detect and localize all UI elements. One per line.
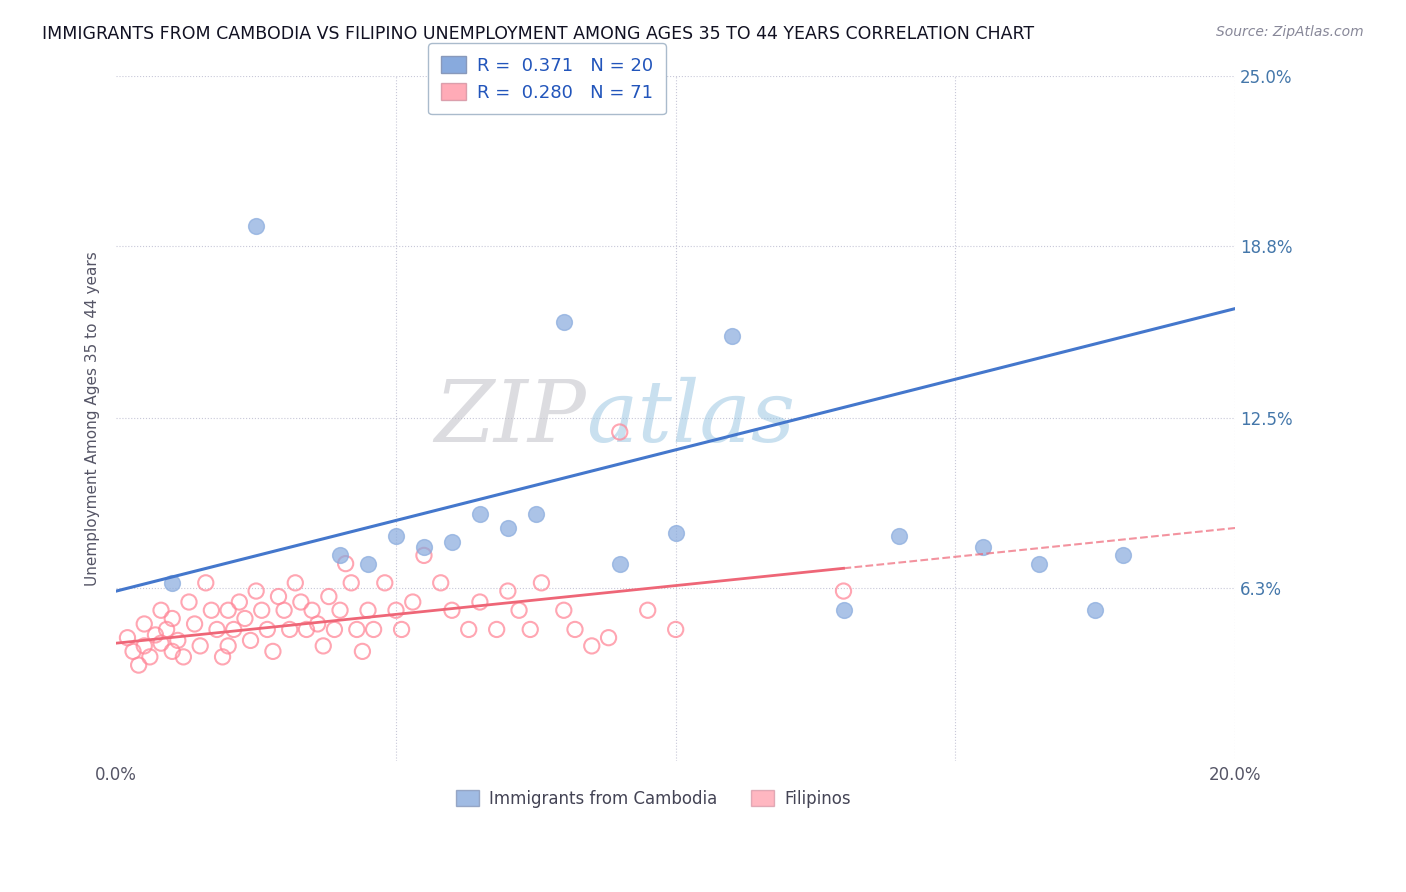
Point xyxy=(564,623,586,637)
Point xyxy=(278,623,301,637)
Point xyxy=(139,649,162,664)
Point xyxy=(363,623,385,637)
Point xyxy=(217,639,239,653)
Point xyxy=(335,557,357,571)
Point xyxy=(346,623,368,637)
Point xyxy=(457,623,479,637)
Point xyxy=(468,508,491,522)
Point xyxy=(553,603,575,617)
Point xyxy=(352,644,374,658)
Point xyxy=(581,639,603,653)
Text: atlas: atlas xyxy=(586,377,796,459)
Point xyxy=(128,658,150,673)
Point xyxy=(211,649,233,664)
Point xyxy=(117,631,139,645)
Point xyxy=(637,603,659,617)
Point xyxy=(267,590,290,604)
Point xyxy=(134,639,156,653)
Point xyxy=(301,603,323,617)
Point xyxy=(290,595,312,609)
Point xyxy=(1112,549,1135,563)
Point xyxy=(413,540,436,554)
Text: IMMIGRANTS FROM CAMBODIA VS FILIPINO UNEMPLOYMENT AMONG AGES 35 TO 44 YEARS CORR: IMMIGRANTS FROM CAMBODIA VS FILIPINO UNE… xyxy=(42,25,1035,43)
Point xyxy=(391,623,413,637)
Point xyxy=(273,603,295,617)
Point xyxy=(357,557,380,571)
Point xyxy=(468,595,491,609)
Point xyxy=(524,508,547,522)
Point xyxy=(284,575,307,590)
Point xyxy=(402,595,425,609)
Point xyxy=(262,644,284,658)
Point xyxy=(440,603,463,617)
Point xyxy=(194,575,217,590)
Point xyxy=(720,329,742,343)
Point xyxy=(889,529,911,543)
Point xyxy=(665,623,688,637)
Point xyxy=(205,623,228,637)
Point xyxy=(440,534,463,549)
Point xyxy=(200,603,222,617)
Point xyxy=(134,617,156,632)
Point xyxy=(357,603,380,617)
Point xyxy=(172,649,194,664)
Point xyxy=(553,315,575,329)
Point xyxy=(598,631,620,645)
Point xyxy=(228,595,250,609)
Point xyxy=(188,639,211,653)
Point xyxy=(239,633,262,648)
Point xyxy=(340,575,363,590)
Point xyxy=(233,611,256,625)
Point xyxy=(122,644,145,658)
Point xyxy=(530,575,553,590)
Point xyxy=(160,611,183,625)
Point xyxy=(665,526,688,541)
Point xyxy=(150,636,173,650)
Point xyxy=(609,557,631,571)
Y-axis label: Unemployment Among Ages 35 to 44 years: Unemployment Among Ages 35 to 44 years xyxy=(86,251,100,586)
Point xyxy=(1084,603,1107,617)
Point xyxy=(217,603,239,617)
Point xyxy=(413,549,436,563)
Point xyxy=(972,540,994,554)
Point xyxy=(312,639,335,653)
Point xyxy=(323,623,346,637)
Point xyxy=(160,575,183,590)
Point xyxy=(508,603,530,617)
Point xyxy=(183,617,205,632)
Point xyxy=(1028,557,1050,571)
Point xyxy=(222,623,245,637)
Point xyxy=(329,603,352,617)
Text: ZIP: ZIP xyxy=(434,377,586,459)
Point xyxy=(177,595,200,609)
Point xyxy=(245,584,267,599)
Point xyxy=(385,529,408,543)
Point xyxy=(160,644,183,658)
Point xyxy=(307,617,329,632)
Point xyxy=(156,623,179,637)
Point xyxy=(295,623,318,637)
Point xyxy=(429,575,451,590)
Point xyxy=(496,584,519,599)
Point xyxy=(496,521,519,535)
Point xyxy=(832,584,855,599)
Point xyxy=(318,590,340,604)
Point xyxy=(485,623,508,637)
Point xyxy=(374,575,396,590)
Text: Source: ZipAtlas.com: Source: ZipAtlas.com xyxy=(1216,25,1364,39)
Point xyxy=(385,603,408,617)
Point xyxy=(166,633,188,648)
Point xyxy=(519,623,541,637)
Point xyxy=(250,603,273,617)
Point xyxy=(832,603,855,617)
Legend: Immigrants from Cambodia, Filipinos: Immigrants from Cambodia, Filipinos xyxy=(449,783,858,814)
Point xyxy=(145,628,167,642)
Point xyxy=(256,623,278,637)
Point xyxy=(150,603,173,617)
Point xyxy=(329,549,352,563)
Point xyxy=(609,425,631,439)
Point xyxy=(245,219,267,234)
